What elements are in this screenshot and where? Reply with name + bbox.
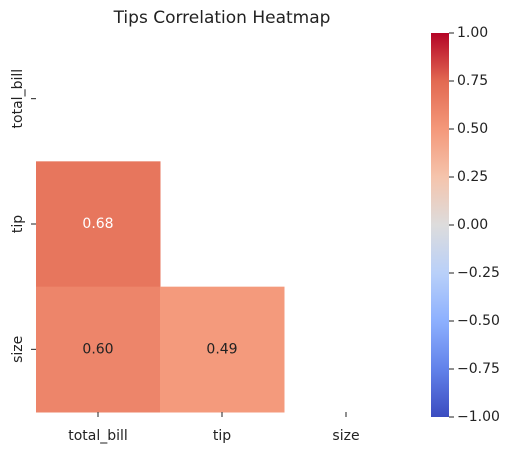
colorbar-tick-label: −0.50 (457, 313, 500, 329)
cell-label: 0.60 (82, 341, 113, 357)
heatmap-cell (36, 161, 161, 288)
colorbar-tick-label: 0.50 (457, 121, 488, 137)
colorbar-tick-label: 0.25 (457, 169, 488, 185)
chart-title: Tips Correlation Heatmap (113, 8, 331, 28)
colorbar-tick-label: −0.75 (457, 361, 500, 377)
heatmap-cell (36, 286, 161, 413)
x-tick-label: tip (213, 428, 231, 444)
heatmap-cell (160, 286, 285, 413)
y-tick-label: size (10, 336, 26, 363)
y-tick-label: tip (10, 215, 26, 233)
colorbar (431, 33, 449, 417)
cell-label: 0.68 (82, 216, 113, 232)
y-tick-label: total_bill (10, 69, 26, 129)
cell-label: 0.49 (206, 341, 237, 357)
colorbar-tick-label: −0.25 (457, 265, 500, 281)
colorbar-tick-label: 0.75 (457, 73, 488, 89)
colorbar-tick-label: 0.00 (457, 217, 488, 233)
x-tick-label: total_bill (68, 428, 128, 444)
colorbar-tick-label: 1.00 (457, 25, 488, 41)
colorbar-tick-label: −1.00 (457, 409, 500, 425)
x-tick-label: size (332, 428, 359, 444)
